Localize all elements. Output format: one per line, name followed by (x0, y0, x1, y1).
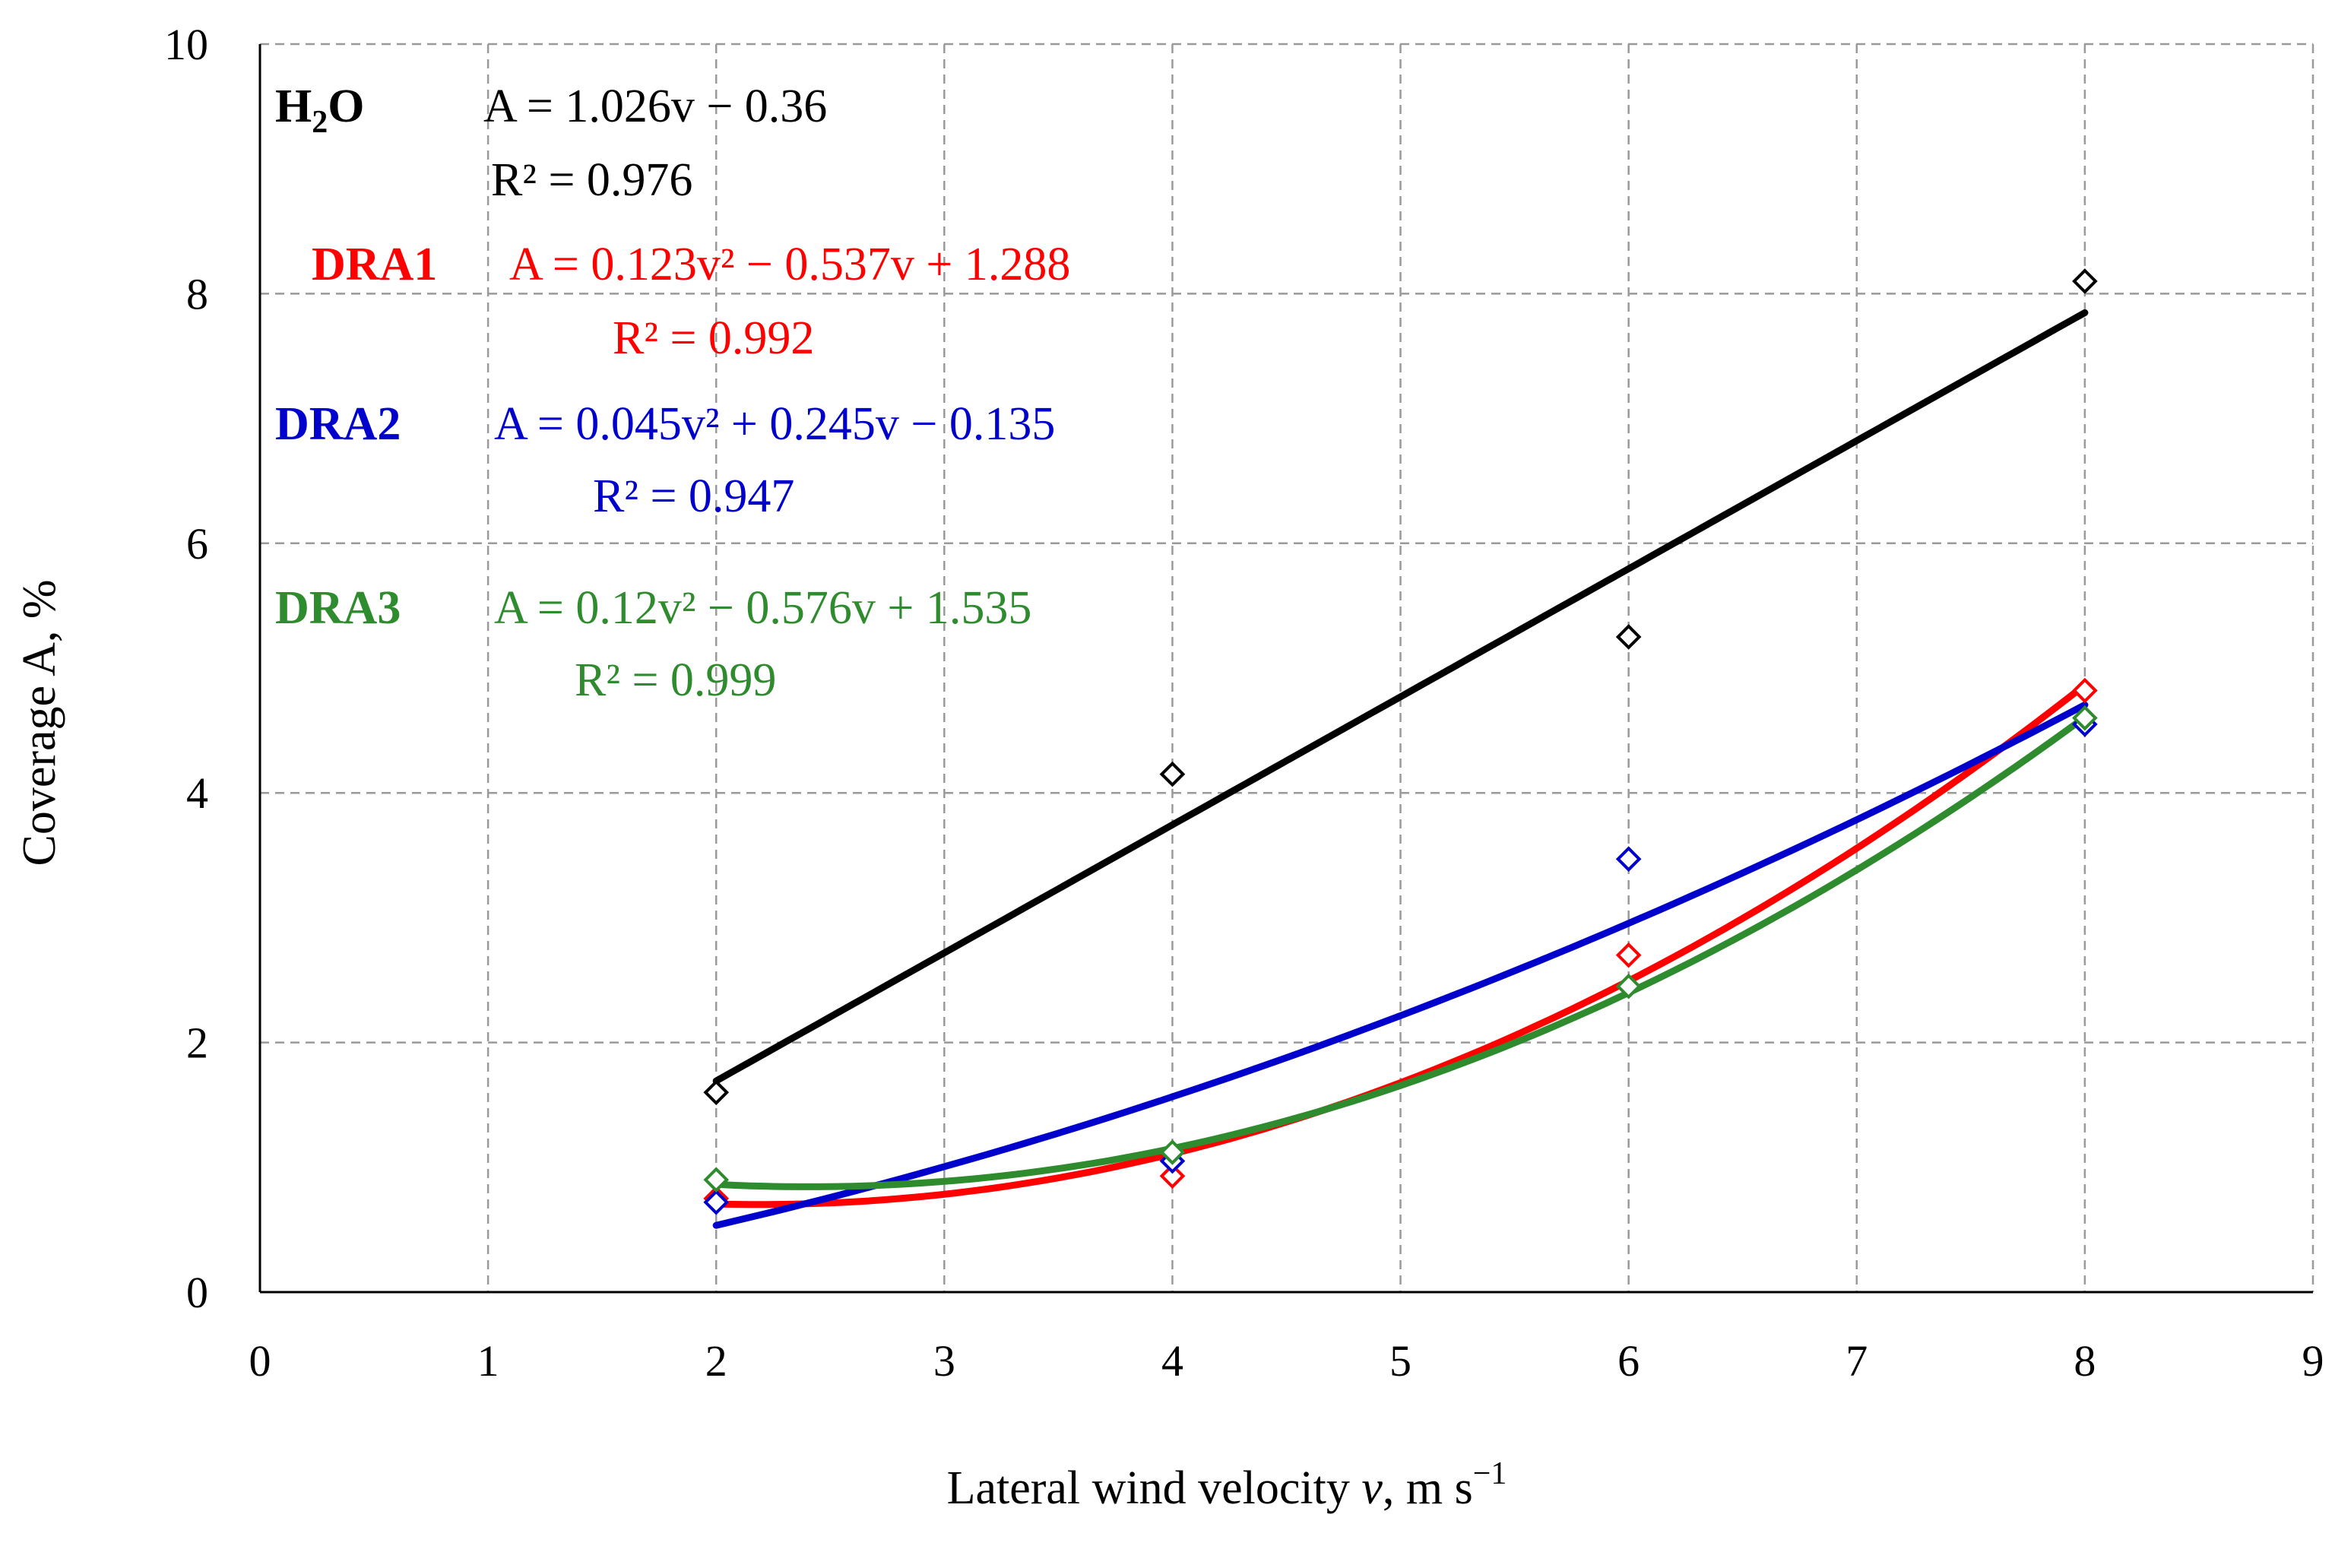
point-dra1-6 (1615, 942, 1642, 968)
x-axis-title: Lateral wind velocity v, m s−1 (947, 1456, 1507, 1514)
equation-dra3: A = 0.12v² − 0.576v + 1.535 (494, 582, 1031, 634)
series-label-dra2: DRA2 (275, 398, 401, 450)
point-h2o-2 (703, 1079, 730, 1106)
y-axis-title: Coverage A, % (14, 579, 65, 866)
point-dra2-2 (703, 1189, 730, 1215)
r2-dra2: R² = 0.947 (593, 470, 794, 522)
x-tick-label-8: 8 (2074, 1336, 2096, 1386)
trendline-dra3 (712, 714, 2089, 1190)
tick-labels: 0 1 2 3 4 5 6 7 8 9 0 2 4 6 8 10 (164, 20, 2324, 1386)
x-tick-label-3: 3 (933, 1336, 955, 1386)
point-h2o-4 (1159, 761, 1186, 787)
series-label-dra1: DRA1 (312, 239, 437, 290)
point-dra3-2 (703, 1167, 730, 1193)
point-dra3-8 (2072, 705, 2098, 731)
r2-dra3: R² = 0.999 (575, 654, 776, 706)
point-dra1-4 (1159, 1163, 1186, 1189)
trendline-h2o (712, 309, 2089, 1085)
x-tick-label-2: 2 (705, 1336, 727, 1386)
series-label-dra3: DRA3 (275, 582, 401, 634)
point-dra3-4 (1159, 1139, 1186, 1165)
trend-lines (712, 309, 2089, 1229)
y-tick-label-10: 10 (164, 20, 208, 69)
series-label-h2o: H2O (275, 81, 364, 140)
point-dra1-8 (2072, 677, 2098, 704)
y-tick-label-4: 4 (186, 768, 208, 818)
r2-dra1: R² = 0.992 (613, 312, 814, 364)
r2-h2o: R² = 0.976 (491, 154, 692, 206)
data-points (703, 268, 2098, 1215)
equation-annotations: H2O A = 1.026v − 0.36 R² = 0.976 DRA1 A … (275, 81, 1070, 706)
point-h2o-6 (1615, 624, 1642, 650)
y-tick-label-6: 6 (186, 519, 208, 569)
equation-dra1: A = 0.123v² − 0.537v + 1.288 (509, 239, 1070, 290)
x-tick-label-9: 9 (2302, 1336, 2324, 1386)
x-tick-label-0: 0 (249, 1336, 271, 1386)
x-tick-label-1: 1 (477, 1336, 499, 1386)
trendline-dra2 (712, 701, 2089, 1229)
point-h2o-8 (2072, 268, 2098, 294)
y-tick-label-0: 0 (186, 1268, 208, 1317)
equation-h2o: A = 1.026v − 0.36 (483, 81, 827, 132)
x-tick-label-5: 5 (1389, 1336, 1411, 1386)
equation-dra2: A = 0.045v² + 0.245v − 0.135 (494, 398, 1055, 450)
grid-lines (260, 43, 2314, 1292)
y-tick-label-2: 2 (186, 1018, 208, 1068)
point-dra2-6 (1615, 846, 1642, 873)
x-tick-label-7: 7 (1846, 1336, 1868, 1386)
axes (258, 44, 2313, 1294)
x-tick-label-6: 6 (1617, 1336, 1640, 1386)
y-tick-label-8: 8 (186, 269, 208, 318)
point-dra3-6 (1615, 973, 1642, 999)
x-tick-label-4: 4 (1161, 1336, 1183, 1386)
